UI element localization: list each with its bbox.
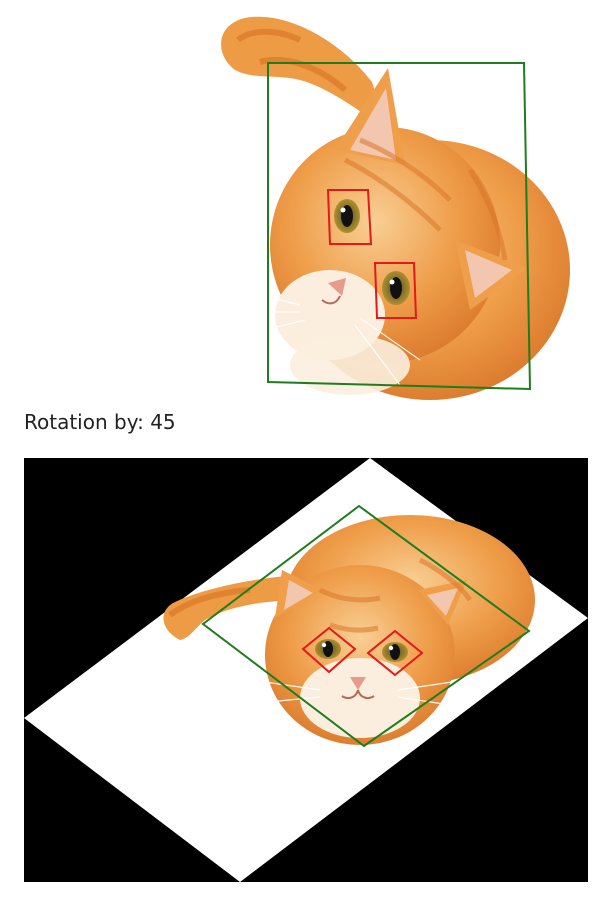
rotation-angle: 45 (150, 410, 176, 434)
right-eye-bounding-box (366, 629, 424, 677)
left-eye-bounding-box (326, 189, 373, 245)
cat-photo (221, 16, 570, 400)
rotated-image-panel (24, 458, 588, 882)
cat-nose (350, 677, 366, 690)
left-eye-bounding-box (301, 626, 357, 674)
cat-tail (221, 16, 388, 130)
rotation-label: Rotation by: (24, 410, 144, 434)
cat-tail (163, 575, 305, 640)
original-image-panel (221, 16, 570, 400)
face-bounding-box (267, 62, 532, 391)
cat-muzzle (300, 658, 420, 738)
face-bounding-box (201, 504, 531, 748)
cat-nose (328, 278, 346, 296)
rotation-caption: Rotation by: 45 (24, 410, 176, 434)
right-eye-bounding-box (373, 262, 418, 319)
